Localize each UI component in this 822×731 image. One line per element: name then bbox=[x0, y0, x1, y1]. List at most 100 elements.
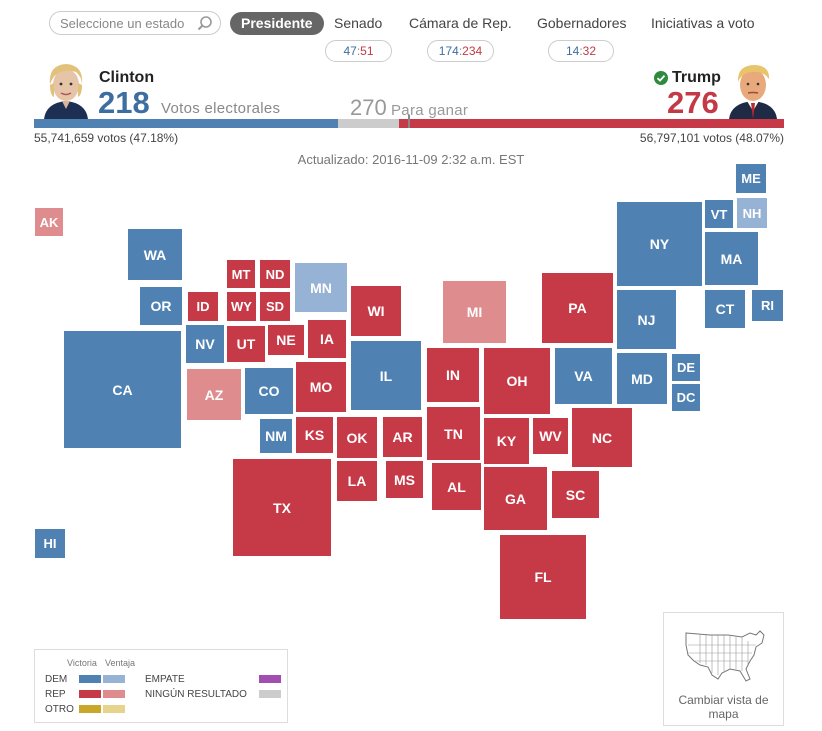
state-tile-ky[interactable]: KY bbox=[484, 418, 529, 464]
state-tile-mt[interactable]: MT bbox=[227, 260, 255, 288]
state-tile-ok[interactable]: OK bbox=[337, 417, 377, 458]
state-tile-ut[interactable]: UT bbox=[227, 326, 265, 362]
state-tile-hi[interactable]: HI bbox=[35, 529, 65, 558]
state-tile-mn[interactable]: MN bbox=[295, 263, 347, 312]
house-count-badge[interactable]: 174:234 bbox=[427, 40, 494, 62]
tab-senate[interactable]: Senado bbox=[334, 15, 383, 31]
rep-bar-fill bbox=[399, 119, 784, 128]
search-icon[interactable] bbox=[197, 15, 213, 31]
legend-rep-label: REP bbox=[45, 689, 66, 700]
state-tile-ma[interactable]: MA bbox=[705, 232, 758, 285]
state-tile-mi[interactable]: MI bbox=[443, 281, 506, 343]
last-updated: Actualizado: 2016-11-09 2:32 a.m. EST bbox=[297, 152, 525, 167]
change-map-view-button[interactable]: Cambiar vista de mapa bbox=[663, 612, 784, 726]
state-tile-tn[interactable]: TN bbox=[427, 407, 480, 460]
legend-none-swatch bbox=[259, 690, 281, 698]
state-tile-wv[interactable]: WV bbox=[533, 418, 568, 454]
tab-ballot-measures[interactable]: Iniciativas a voto bbox=[651, 15, 755, 31]
state-tile-wy[interactable]: WY bbox=[227, 292, 256, 321]
state-tile-ar[interactable]: AR bbox=[383, 417, 422, 457]
electoral-votes-label: Votos electorales bbox=[161, 100, 281, 117]
check-icon bbox=[654, 71, 668, 85]
state-tile-il[interactable]: IL bbox=[351, 341, 421, 410]
dem-bar-fill bbox=[34, 119, 338, 128]
governors-dem-count: 14 bbox=[565, 44, 580, 58]
state-tile-va[interactable]: VA bbox=[555, 348, 612, 404]
state-tile-id[interactable]: ID bbox=[188, 292, 218, 321]
state-tile-or[interactable]: OR bbox=[140, 287, 182, 325]
state-tile-al[interactable]: AL bbox=[432, 463, 481, 510]
state-tile-sc[interactable]: SC bbox=[552, 471, 599, 518]
votes-to-win: 270 bbox=[350, 95, 387, 120]
state-tile-nj[interactable]: NJ bbox=[617, 290, 676, 349]
state-tile-fl[interactable]: FL bbox=[500, 535, 586, 619]
clinton-photo bbox=[36, 55, 96, 119]
state-tile-wi[interactable]: WI bbox=[351, 286, 401, 336]
state-tile-dc[interactable]: DC bbox=[672, 384, 700, 411]
state-tile-ak[interactable]: AK bbox=[35, 208, 63, 236]
senate-count-badge[interactable]: 47:51 bbox=[325, 40, 392, 62]
trump-photo bbox=[723, 55, 783, 119]
legend-none-label: NINGÚN RESULTADO bbox=[145, 689, 247, 700]
state-tile-co[interactable]: CO bbox=[245, 368, 293, 414]
state-tile-az[interactable]: AZ bbox=[187, 369, 241, 420]
senate-rep-count: 51 bbox=[360, 44, 374, 58]
electoral-vote-bar bbox=[34, 115, 784, 128]
tab-governors[interactable]: Gobernadores bbox=[537, 15, 627, 31]
legend-dem-label: DEM bbox=[45, 674, 68, 685]
state-tile-ri[interactable]: RI bbox=[752, 290, 783, 321]
legend-tie-swatch bbox=[259, 675, 281, 683]
state-tile-ga[interactable]: GA bbox=[484, 467, 547, 530]
legend-dem-lean-swatch bbox=[103, 675, 125, 683]
rep-electoral-votes: 276 bbox=[667, 85, 719, 120]
map-legend: Victoria Ventaja DEM REP OTRO EMPATE NIN… bbox=[34, 649, 288, 723]
state-tile-la[interactable]: LA bbox=[337, 461, 377, 501]
state-tile-vt[interactable]: VT bbox=[705, 200, 733, 228]
legend-other-win-swatch bbox=[79, 705, 101, 713]
state-tile-ne[interactable]: NE bbox=[268, 325, 304, 355]
state-tile-nv[interactable]: NV bbox=[186, 325, 224, 363]
legend-rep-lean-swatch bbox=[103, 690, 125, 698]
state-tile-nd[interactable]: ND bbox=[260, 260, 290, 288]
state-tile-mo[interactable]: MO bbox=[296, 362, 346, 412]
dem-candidate-name: Clinton bbox=[99, 69, 155, 86]
legend-other-lean-swatch bbox=[103, 705, 125, 713]
votes-to-win-label: Para ganar bbox=[391, 102, 469, 119]
senate-dem-count: 47 bbox=[343, 44, 357, 58]
state-tile-ks[interactable]: KS bbox=[296, 417, 333, 453]
state-search-input[interactable] bbox=[60, 16, 195, 31]
legend-dem-win-swatch bbox=[79, 675, 101, 683]
change-map-view-label: Cambiar vista de mapa bbox=[678, 693, 769, 721]
win-threshold-marker bbox=[408, 115, 410, 128]
state-tile-tx[interactable]: TX bbox=[233, 459, 331, 556]
state-tile-pa[interactable]: PA bbox=[542, 273, 613, 343]
state-search[interactable] bbox=[49, 11, 221, 35]
state-tile-sd[interactable]: SD bbox=[260, 292, 290, 321]
legend-other-label: OTRO bbox=[45, 704, 74, 715]
state-tile-oh[interactable]: OH bbox=[484, 348, 550, 414]
state-tile-nc[interactable]: NC bbox=[572, 408, 632, 467]
state-tile-wa[interactable]: WA bbox=[128, 229, 182, 280]
tab-house[interactable]: Cámara de Rep. bbox=[409, 15, 512, 31]
governors-count-badge[interactable]: 14:32 bbox=[548, 40, 614, 62]
state-tile-ca[interactable]: CA bbox=[64, 331, 181, 448]
state-tile-ia[interactable]: IA bbox=[308, 320, 346, 358]
rep-popular-vote: 56,797,101 votos (48.07%) bbox=[639, 131, 784, 145]
state-tile-ct[interactable]: CT bbox=[705, 290, 745, 328]
legend-tie-label: EMPATE bbox=[145, 674, 185, 685]
state-tile-de[interactable]: DE bbox=[672, 354, 700, 381]
dem-popular-vote: 55,741,659 votos (47.18%) bbox=[34, 131, 179, 145]
state-tile-nm[interactable]: NM bbox=[260, 419, 292, 453]
state-tile-me[interactable]: ME bbox=[736, 164, 766, 193]
state-tile-in[interactable]: IN bbox=[427, 348, 479, 402]
governors-rep-count: 32 bbox=[582, 44, 597, 58]
tab-president[interactable]: Presidente bbox=[230, 12, 324, 35]
state-tile-nh[interactable]: NH bbox=[737, 198, 767, 228]
state-tile-ms[interactable]: MS bbox=[386, 461, 423, 498]
house-rep-count: 234 bbox=[462, 44, 483, 58]
legend-head-win: Victoria bbox=[67, 658, 97, 668]
us-map-outline-icon bbox=[685, 630, 765, 682]
state-tile-md[interactable]: MD bbox=[617, 353, 667, 404]
state-tile-ny[interactable]: NY bbox=[617, 202, 702, 286]
